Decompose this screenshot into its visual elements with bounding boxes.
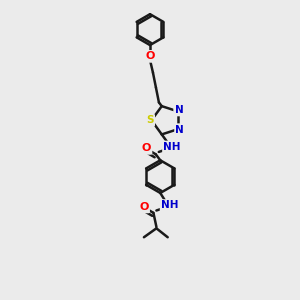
Text: NH: NH bbox=[164, 142, 181, 152]
Text: O: O bbox=[139, 202, 148, 212]
Text: NH: NH bbox=[161, 200, 178, 210]
Text: O: O bbox=[142, 143, 151, 153]
Text: N: N bbox=[176, 124, 184, 135]
Text: S: S bbox=[146, 115, 154, 125]
Text: N: N bbox=[175, 105, 183, 115]
Text: O: O bbox=[145, 51, 155, 62]
